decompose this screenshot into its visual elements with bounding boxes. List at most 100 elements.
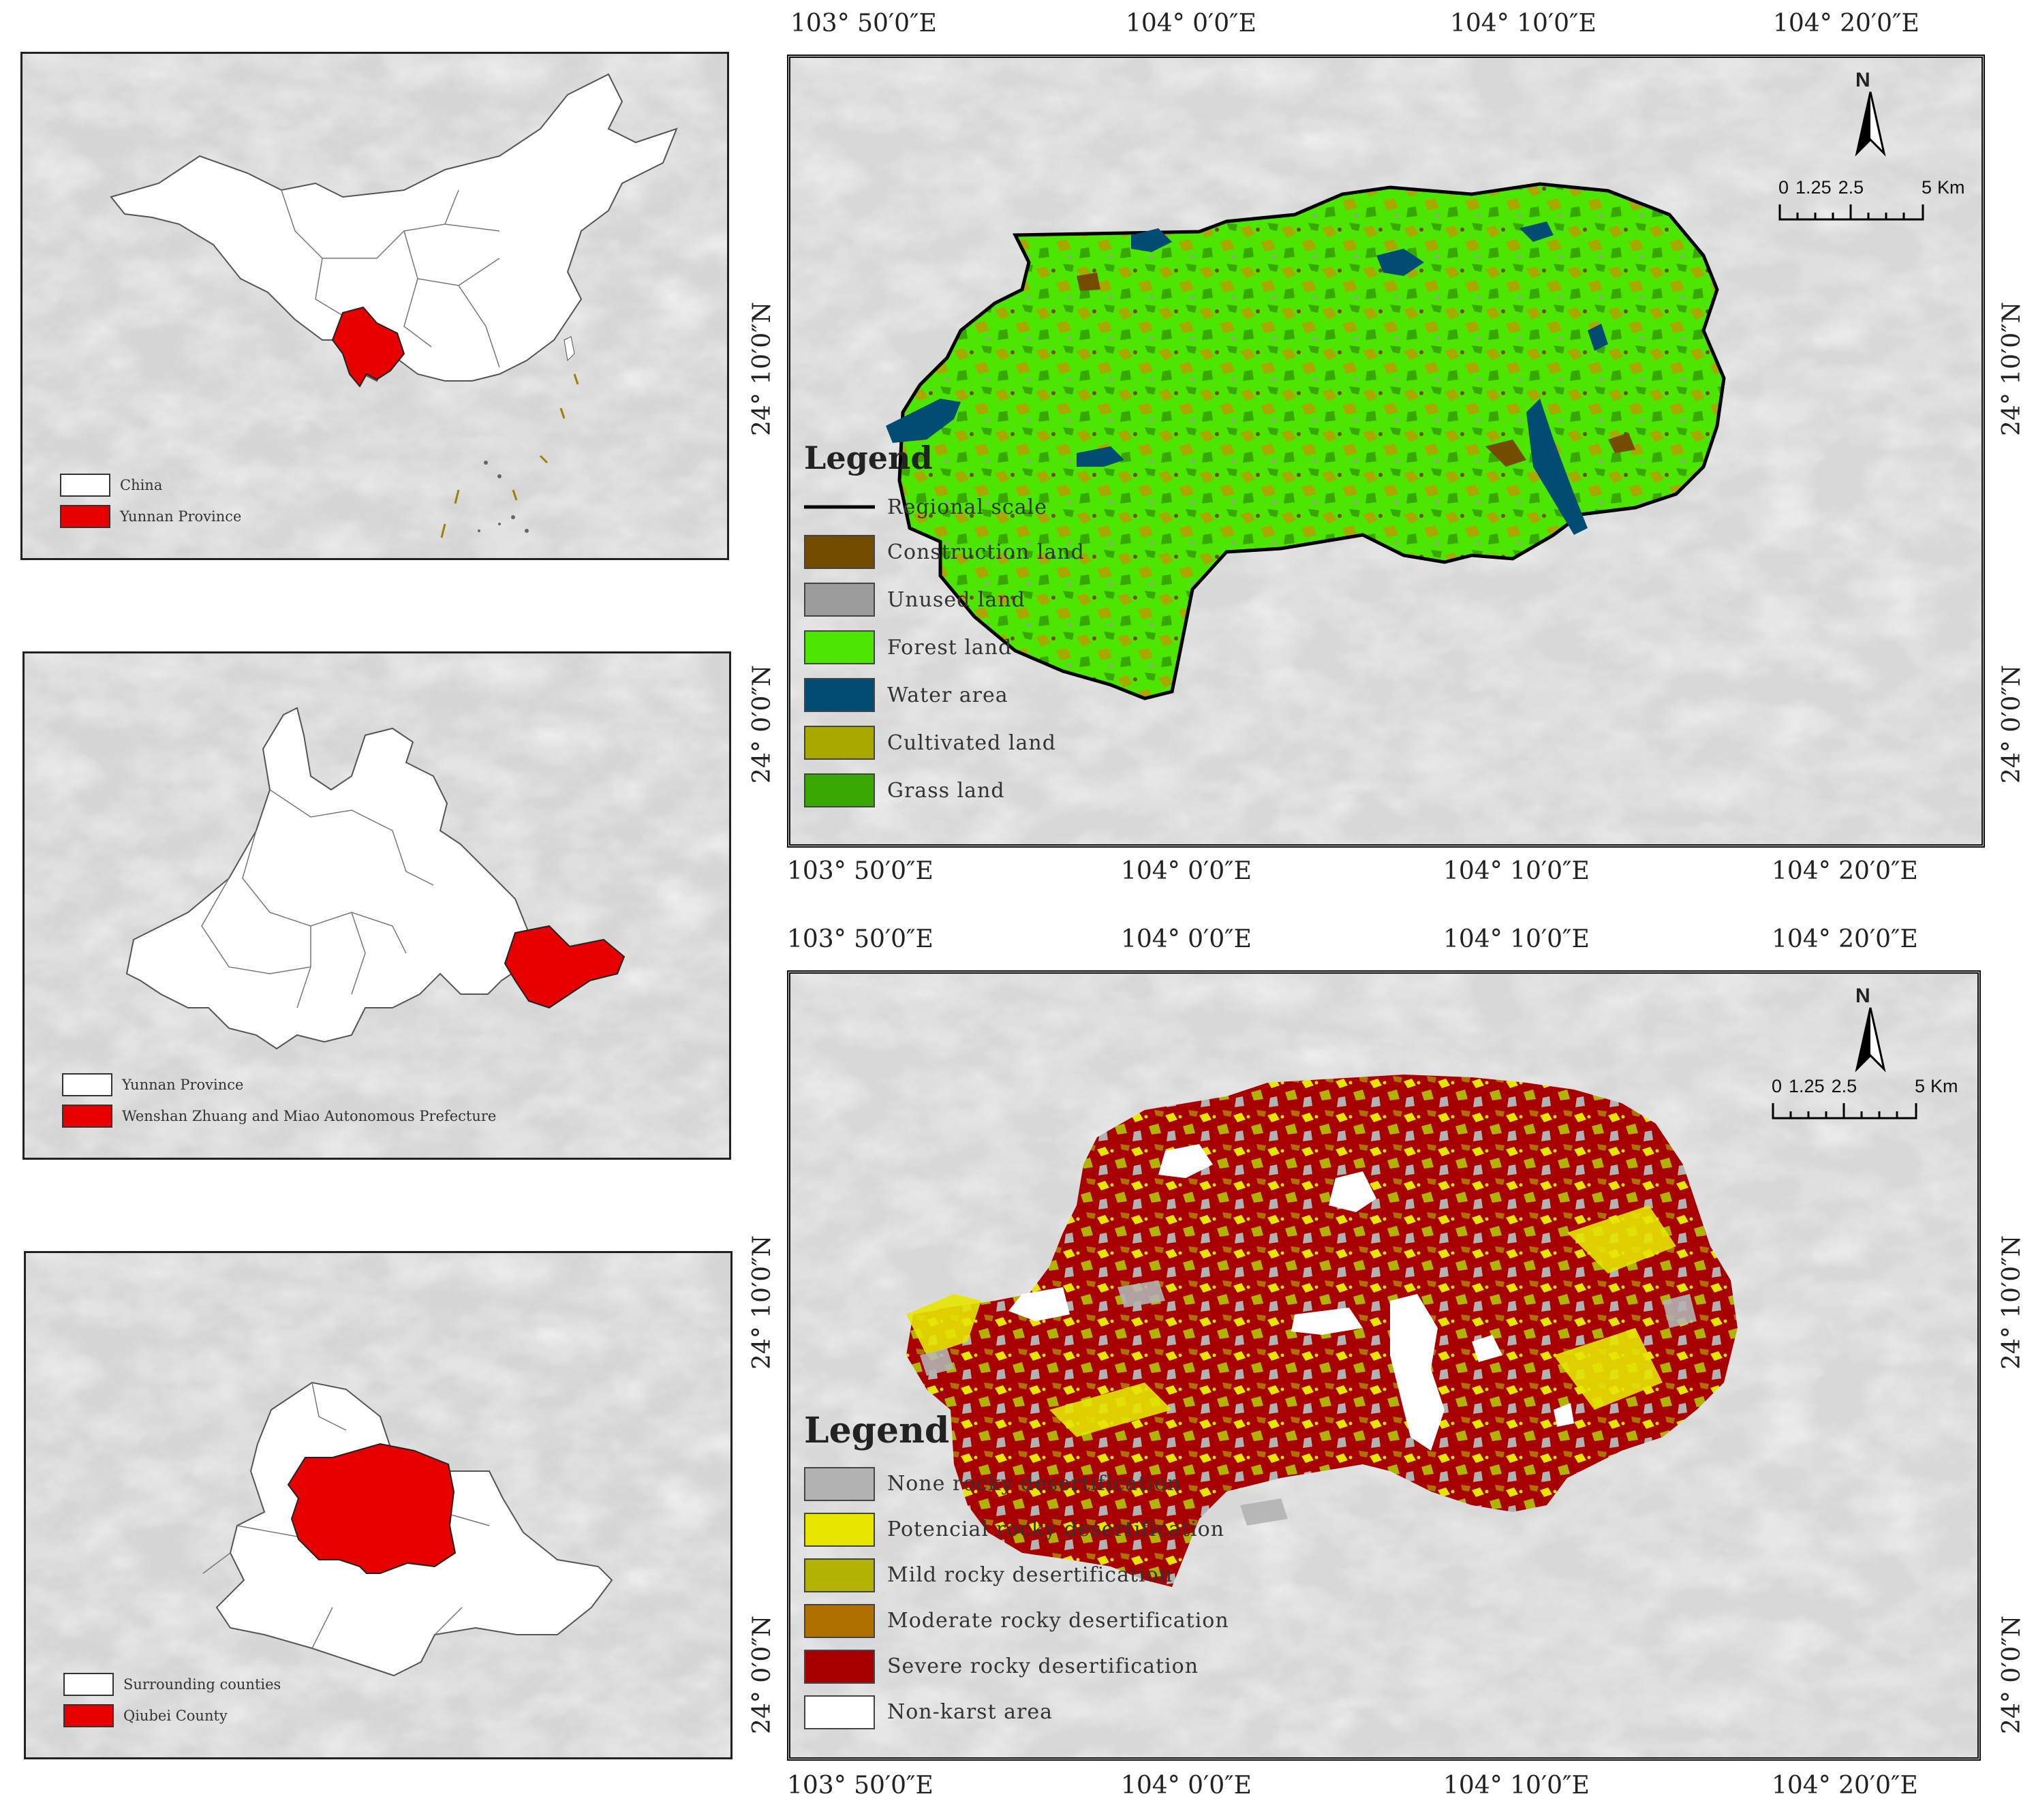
lon-label-bottom: 104° 20′0″E — [1772, 1772, 1918, 1800]
legend-item: Moderate rocky desertification — [804, 1598, 1229, 1644]
county-map — [202, 1381, 613, 1677]
legend-label: Water area — [887, 683, 1008, 707]
lon-label-bottom: 104° 10′0″E — [1443, 1772, 1590, 1800]
north-arrow-icon — [1855, 1007, 1886, 1073]
lat-label-right: 24° 10′0″N — [1998, 1235, 2026, 1370]
legend-label: China — [120, 477, 163, 493]
legend-swatch-red — [63, 1704, 114, 1727]
inset-map-county: Surrounding counties Qiubei County — [24, 1251, 732, 1759]
lon-label-bottom: 104° 20′0″E — [1772, 857, 1918, 885]
legend-item: Wenshan Zhuang and Miao Autonomous Prefe… — [62, 1100, 496, 1132]
wenshan-prefecture-shape — [504, 925, 626, 1009]
prefecture-borders — [201, 789, 434, 1008]
legend-label: Cultivated land — [887, 730, 1056, 755]
scale-label: 5 — [1922, 177, 1932, 198]
desertification-legend: Legend None rocky desertification Potenc… — [804, 1410, 1229, 1735]
legend-item: Surrounding counties — [63, 1669, 281, 1700]
lon-label-top: 104° 10′0″E — [1450, 10, 1597, 37]
legend-item: Non-karst area — [804, 1689, 1229, 1735]
legend-title: Legend — [804, 439, 933, 476]
legend-label: Grass land — [887, 778, 1005, 803]
legend-item: Water area — [804, 671, 1085, 719]
desertification-map — [790, 974, 1977, 1757]
legend-label: Forest land — [887, 635, 1013, 660]
legend-label: Wenshan Zhuang and Miao Autonomous Prefe… — [122, 1108, 497, 1124]
legend-label: Surrounding counties — [123, 1676, 281, 1693]
legend-swatch-none — [804, 1466, 875, 1501]
lat-label-left: 24° 0′0″N — [748, 664, 776, 784]
legend-swatch-non-karst — [804, 1695, 875, 1729]
lon-label-top: 104° 0′0″E — [1126, 10, 1256, 37]
landuse-map-frame: N 0 1.25 2.5 5 Km Legend Regional scale … — [787, 55, 1985, 848]
legend-swatch-cultivated — [804, 726, 875, 760]
lon-label-bottom: 103° 50′0″E — [787, 857, 934, 885]
legend-swatch-white — [62, 1073, 112, 1096]
inset-map-china: China Yunnan Province — [20, 52, 729, 560]
legend-county: Surrounding counties Qiubei County — [63, 1669, 281, 1731]
legend-item: Mild rocky desertification — [804, 1552, 1229, 1598]
north-label: N — [1855, 69, 1870, 91]
legend-label: Regional scale — [887, 495, 1047, 519]
legend-item: Grass land — [804, 767, 1085, 814]
lat-label-right: 24° 0′0″N — [1998, 664, 2026, 784]
legend-yunnan: Yunnan Province Wenshan Zhuang and Miao … — [62, 1069, 496, 1132]
legend-item: Construction land — [804, 528, 1085, 576]
legend-item: Cultivated land — [804, 719, 1085, 767]
legend-swatch-construction — [804, 535, 875, 569]
legend-swatch-forest — [804, 630, 875, 664]
yunnan-province-shape — [331, 306, 405, 388]
legend-label: Mild rocky desertification — [887, 1563, 1173, 1587]
non-karst-areas — [1008, 1144, 1574, 1451]
scale-label: 2.5 — [1831, 1076, 1857, 1096]
water-areas — [886, 221, 1608, 535]
legend-label: Unused land — [887, 587, 1025, 612]
lon-label-top: 103° 50′0″E — [790, 10, 937, 37]
legend-swatch-white — [63, 1673, 114, 1696]
scale-label: 5 — [1915, 1076, 1926, 1096]
legend-swatch-mild — [804, 1558, 875, 1592]
legend-item-boundary: Regional scale — [804, 486, 1085, 528]
lat-label-left: 24° 10′0″N — [748, 1235, 776, 1370]
lon-label-top: 104° 20′0″E — [1773, 10, 1919, 37]
lon-label-top: 104° 0′0″E — [1121, 925, 1252, 953]
legend-label: Yunnan Province — [120, 508, 242, 525]
legend-swatch-moderate — [804, 1603, 875, 1638]
scale-bar: 0 1.25 2.5 5 Km — [1778, 177, 1965, 225]
lat-label-left: 24° 10′0″N — [748, 301, 776, 436]
lon-label-top: 104° 20′0″E — [1772, 925, 1918, 953]
legend-label: Non-karst area — [887, 1700, 1053, 1724]
taiwan-shape — [564, 336, 575, 362]
north-label: N — [1855, 985, 1870, 1007]
legend-label: Moderate rocky desertification — [887, 1609, 1229, 1633]
landuse-legend: Legend Regional scale Construction land … — [804, 439, 1085, 814]
lon-label-bottom: 104° 10′0″E — [1443, 857, 1590, 885]
desertification-map-frame: N 0 1.25 2.5 5 Km Legend None rocky dese… — [787, 970, 1981, 1761]
legend-title: Legend — [804, 1410, 950, 1451]
landuse-map — [790, 58, 1981, 844]
inset-map-yunnan: Yunnan Province Wenshan Zhuang and Miao … — [22, 651, 731, 1160]
legend-label: Qiubei County — [123, 1708, 228, 1724]
legend-label: Construction land — [887, 540, 1085, 564]
lon-label-top: 104° 10′0″E — [1443, 925, 1590, 953]
scale-label: 0 — [1772, 1076, 1783, 1096]
legend-swatch-unused — [804, 583, 875, 617]
none-areas — [920, 1280, 1697, 1526]
south-china-sea-islands — [440, 373, 579, 538]
legend-item: Potencial rocky desertification — [804, 1507, 1229, 1552]
legend-swatch-water — [804, 678, 875, 712]
yunnan-outline — [125, 707, 530, 1050]
province-borders — [281, 189, 500, 368]
legend-swatch-grass — [804, 773, 875, 807]
legend-swatch-red — [60, 505, 110, 528]
scale-unit: Km — [1930, 1076, 1958, 1096]
legend-item: Yunnan Province — [62, 1069, 496, 1100]
legend-china: China Yunnan Province — [60, 469, 241, 532]
scale-label: 1.25 — [1789, 1076, 1825, 1096]
legend-item: Severe rocky desertification — [804, 1644, 1229, 1689]
lon-label-bottom: 103° 50′0″E — [787, 1772, 934, 1800]
legend-item: Forest land — [804, 623, 1085, 671]
potential-areas — [906, 1205, 1676, 1437]
lon-label-bottom: 104° 0′0″E — [1121, 1772, 1252, 1800]
regional-boundary — [897, 182, 1726, 700]
legend-swatch-red — [62, 1105, 112, 1128]
